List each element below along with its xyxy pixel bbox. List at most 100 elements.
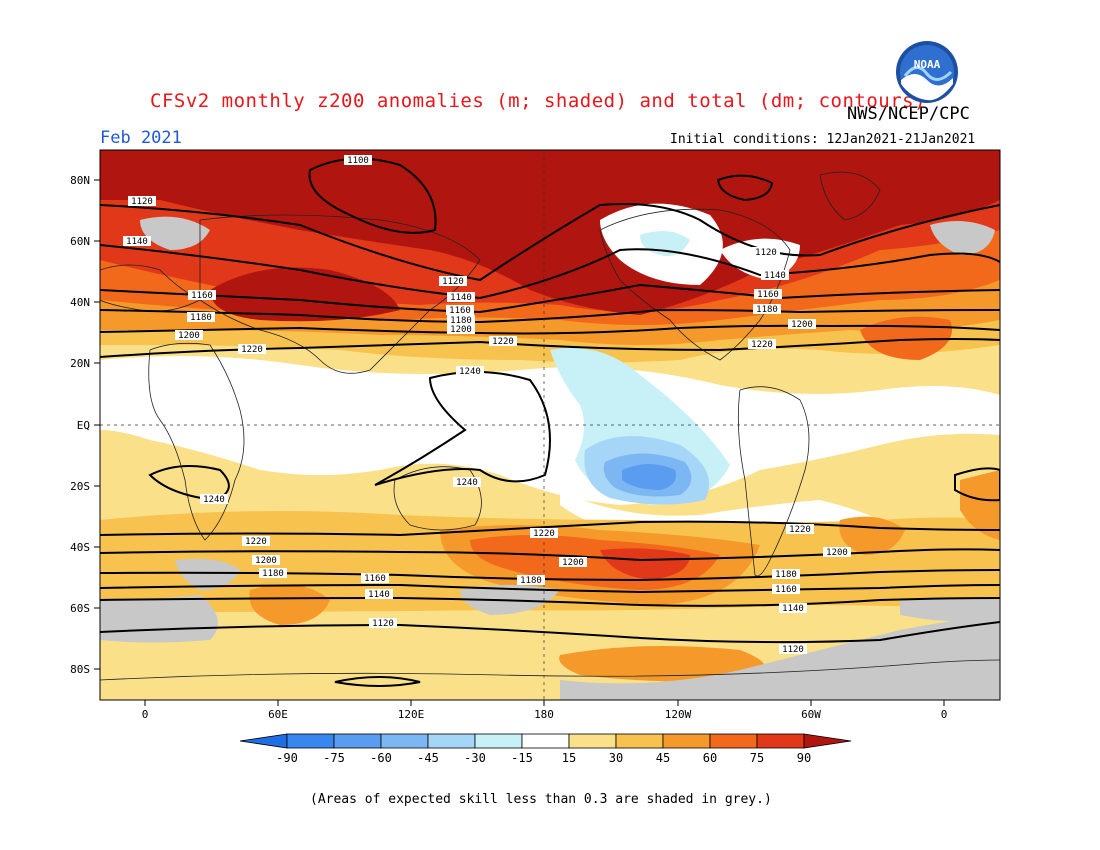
colorbar-label: 60 [703,751,717,765]
contour-arctic-loop [716,174,774,202]
lat-tick-label: 80N [70,174,90,187]
coast-australia [393,466,482,531]
lat-tick-label: 20N [70,357,90,370]
contour-label: 1220 [786,524,814,535]
footnote: (Areas of expected skill less than 0.3 a… [310,792,772,807]
lat-tick-label: 40S [70,541,90,554]
lon-tick-label: 120W [665,708,692,721]
contour-label: 1200 [252,555,280,566]
colorbar-label: -45 [417,751,439,765]
contour-label: 1180 [259,568,287,579]
logo-text: NOAA [914,58,941,71]
shade-grey-greenland [930,221,995,255]
contour-label: 1180 [753,304,781,315]
contour-label: 1220 [238,344,266,355]
contour-1240-tropics [374,370,551,486]
coast-south-america [737,386,810,577]
shade-grey-n-europe [140,216,210,250]
contour-label: 1180 [447,315,475,326]
contour-label: 1120 [128,196,156,207]
organization-label: NWS/NCEP/CPC [847,104,970,124]
contour-label: 1200 [823,547,851,558]
svg-text:1120: 1120 [131,197,153,207]
svg-text:1120: 1120 [782,645,804,655]
lon-tick-label: 60E [268,708,288,721]
svg-text:1140: 1140 [450,293,472,303]
colorbar-label: -60 [370,751,392,765]
shade-grey-south-indian [100,595,218,643]
svg-text:1180: 1180 [262,569,284,579]
svg-text:1120: 1120 [372,619,394,629]
contour-label: 1180 [517,575,545,586]
svg-text:1140: 1140 [126,237,148,247]
contour-label: 1180 [187,312,215,323]
contour-label: 1220 [530,528,558,539]
lon-tick-label: 0 [142,708,149,721]
lat-tick-label: 40N [70,296,90,309]
svg-text:1220: 1220 [241,345,263,355]
contour-1160-s [100,583,1000,594]
contour-label: 1120 [752,247,780,258]
contour-1120-n [100,203,1000,282]
svg-text:1200: 1200 [450,325,472,335]
contour-label: 1160 [361,573,389,584]
lat-tick-label: 60S [70,602,90,615]
colorbar-segment [662,733,711,749]
contour-label: 1160 [446,305,474,316]
svg-text:1160: 1160 [364,574,386,584]
shade-pos90-asia [210,267,400,322]
svg-text:1220: 1220 [245,537,267,547]
colorbar-label: -75 [323,751,345,765]
lat-tick-label: EQ [77,419,90,432]
colorbar-segment [709,733,758,749]
coast-antarctica [100,659,1000,681]
contour-1200-s [100,548,1000,562]
contour-label-layer: 1100112011401160118012001220124011201140… [123,155,851,655]
contour-label: 1140 [779,603,807,614]
lon-tick-label: 120E [398,708,425,721]
contour-1160-n [100,283,1000,314]
colorbar-segment [427,733,476,749]
contour-label: 1140 [447,292,475,303]
colorbar-segment [568,733,617,749]
svg-text:1140: 1140 [764,271,786,281]
shade-pos75-south [600,548,690,580]
coast-greenland [819,171,881,221]
svg-text:1100: 1100 [347,156,369,166]
svg-text:1120: 1120 [755,248,777,258]
lon-tick-label: 60W [801,708,821,721]
colorbar: -90 -75 -60 -45 -30 -15 15 30 45 60 75 90 [239,733,852,765]
svg-text:1240: 1240 [459,367,481,377]
contour-label: 1220 [242,536,270,547]
contour-1240-s-africa [148,465,230,502]
contour-label: 1160 [188,290,216,301]
colorbar-label: 75 [750,751,764,765]
contour-label: 1120 [439,276,467,287]
graticule [100,150,1000,700]
shade-pos45-indian [249,584,330,625]
contour-1220-s [100,520,1000,537]
coast-north-america [599,208,791,361]
contour-label: 1200 [559,557,587,568]
shade-pos45-east-atl [960,470,1000,540]
colorbar-segment [286,733,335,749]
colorbar-label: 90 [797,751,811,765]
contour-label: 1180 [772,569,800,580]
shade-grey-antarctic [560,615,1000,700]
colorbar-segment [615,733,664,749]
svg-text:1200: 1200 [178,331,200,341]
svg-text:1220: 1220 [751,340,773,350]
contour-label: 1220 [748,339,776,350]
svg-text:1180: 1180 [520,576,542,586]
contour-label: 1240 [453,477,481,488]
contour-label: 1200 [175,330,203,341]
contour-label: 1120 [779,644,807,655]
svg-text:1240: 1240 [203,495,225,505]
contour-1120-s [100,621,1000,644]
colorbar-label: 15 [562,751,576,765]
svg-text:1180: 1180 [756,305,778,315]
colorbar-label: -15 [511,751,533,765]
colorbar-segment [333,733,382,749]
chart-title: CFSv2 monthly z200 anomalies (m; shaded)… [150,90,927,112]
